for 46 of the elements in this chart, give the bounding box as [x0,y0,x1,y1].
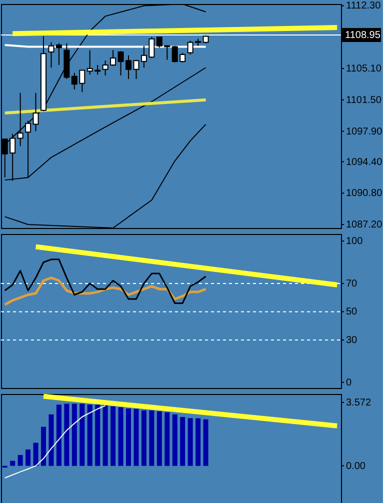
bar [203,419,208,466]
y-tick-label: 0.00 [346,460,366,472]
y-tick-label: 70 [346,278,358,290]
bar [48,414,54,466]
bar [118,407,124,466]
bar [41,426,46,466]
candlestick [56,42,62,66]
bar [64,404,70,466]
bar [102,405,108,466]
bar [141,410,146,466]
bar [26,450,31,466]
candlestick [32,92,39,132]
y-tick-label: 1090.80 [346,188,383,200]
y-tick-label: 1094.40 [346,156,383,168]
bar [33,442,38,466]
y-tick-label: 1112.30 [346,0,382,12]
ref-line-label: 1108.95 [345,30,381,41]
y-tick-label: 100 [346,236,364,248]
bar [18,454,23,466]
bar [149,410,154,466]
y-tick-label: 1087.20 [346,220,383,231]
y-tick-label: 1097.90 [346,126,383,138]
y-tick-label: 1101.50 [346,94,382,106]
y-tick-label: 3.572 [346,397,372,408]
bar [56,404,62,466]
bar [87,404,92,466]
bar [172,414,178,466]
bar [156,411,162,466]
line-series [4,67,206,181]
bar [72,404,77,466]
y-tick-label: 0 [346,377,352,388]
bar [196,418,201,466]
bar [126,408,131,466]
bar [95,404,100,466]
bar [110,406,116,466]
bar [80,404,85,466]
bar [164,412,170,466]
bar [180,417,186,466]
bar [134,408,139,466]
bar [188,418,193,466]
y-tick-label: 30 [346,334,358,346]
line-series [4,258,207,304]
y-tick-label: 1105.10 [346,64,382,74]
line-series [4,405,106,478]
bar [10,460,16,466]
y-tick-label: 50 [346,306,358,318]
